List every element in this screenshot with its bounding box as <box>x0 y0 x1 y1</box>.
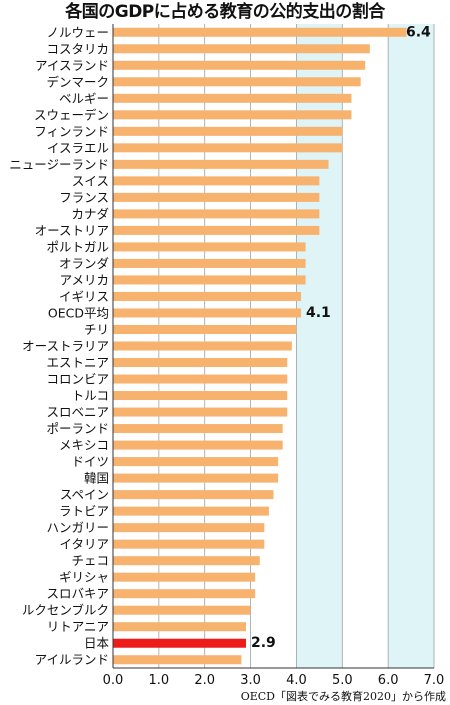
category-label-30: ハンガリー <box>46 520 109 535</box>
bar-29 <box>113 506 269 516</box>
bar-27 <box>113 473 279 483</box>
bar-16 <box>113 291 302 301</box>
bar-4 <box>113 93 352 103</box>
bar-3 <box>113 77 361 87</box>
bar-14 <box>113 258 306 268</box>
x-tick-label-5: 5.0 <box>332 673 353 688</box>
bar-22 <box>113 391 288 401</box>
category-label-27: 韓国 <box>84 471 109 486</box>
bar-13 <box>113 242 306 252</box>
category-label-38: アイルランド <box>35 652 109 667</box>
category-label-34: スロバキア <box>46 586 109 601</box>
category-label-0: ノルウェー <box>46 25 109 40</box>
category-label-3: デンマーク <box>46 74 109 89</box>
source-note: OECD「図表でみる教育2020」から作成 <box>240 690 446 703</box>
category-label-14: オランダ <box>59 256 109 271</box>
category-label-29: ラトビア <box>59 504 109 519</box>
category-label-13: ポルトガル <box>46 239 109 254</box>
bar-23 <box>113 407 288 417</box>
bar-7 <box>113 143 343 153</box>
category-label-22: トルコ <box>72 388 109 403</box>
data-label-1: 4.1 <box>306 305 331 321</box>
category-label-17: OECD平均 <box>48 305 109 320</box>
bar-8 <box>113 159 329 169</box>
bar-21 <box>113 374 288 384</box>
category-label-4: ベルギー <box>59 91 109 106</box>
category-label-21: コロンビア <box>46 372 109 387</box>
bar-31 <box>113 539 265 549</box>
bar-34 <box>113 589 256 599</box>
category-label-35: ルクセンブルク <box>22 603 109 618</box>
bar-11 <box>113 209 320 219</box>
category-label-12: オーストリア <box>35 223 109 238</box>
category-label-24: ポーランド <box>46 421 109 436</box>
bar-38 <box>113 655 242 665</box>
bar-35 <box>113 605 251 615</box>
x-tick-label-1: 1.0 <box>149 673 170 688</box>
bar-19 <box>113 341 292 351</box>
bar-26 <box>113 457 279 467</box>
bar-37 <box>113 638 246 648</box>
category-label-8: ニュージーランド <box>9 157 109 172</box>
bar-1 <box>113 44 370 54</box>
category-label-20: エストニア <box>46 355 109 370</box>
category-label-31: イタリア <box>59 537 109 552</box>
category-label-11: カナダ <box>71 206 109 221</box>
x-tick-label-4: 4.0 <box>286 673 307 688</box>
bar-24 <box>113 424 283 434</box>
category-label-32: チェコ <box>71 553 109 568</box>
bar-18 <box>113 324 297 334</box>
category-label-33: ギリシャ <box>59 570 109 585</box>
x-tick-label-6: 6.0 <box>378 673 399 688</box>
category-label-18: チリ <box>84 322 109 337</box>
category-label-2: アイスランド <box>35 58 109 73</box>
category-label-1: コスタリカ <box>46 41 109 56</box>
shaded-band-0 <box>296 24 343 668</box>
bar-15 <box>113 275 306 285</box>
x-tick-label-7: 7.0 <box>424 673 445 688</box>
bar-12 <box>113 225 320 235</box>
shaded-band-1 <box>388 24 434 668</box>
category-label-37: 日本 <box>84 636 110 651</box>
category-label-16: イギリス <box>59 289 109 304</box>
category-label-26: ドイツ <box>71 454 109 469</box>
category-label-15: アメリカ <box>60 272 109 287</box>
data-label-2: 2.9 <box>251 635 276 651</box>
category-label-19: オーストラリア <box>22 339 109 354</box>
bar-28 <box>113 490 274 500</box>
category-label-36: リトアニア <box>47 619 109 634</box>
bar-17 <box>113 308 302 318</box>
chart-title: 各国のGDPに占める教育の公的支出の割合 <box>65 2 385 22</box>
bar-32 <box>113 556 260 566</box>
x-tick-label-3: 3.0 <box>240 673 261 688</box>
category-label-6: フィンランド <box>34 124 109 139</box>
category-label-28: スペイン <box>60 487 109 502</box>
bar-2 <box>113 60 366 70</box>
data-label-0: 6.4 <box>406 24 431 40</box>
category-label-10: フランス <box>59 190 109 205</box>
bar-25 <box>113 440 283 450</box>
bar-0 <box>113 27 407 37</box>
bar-36 <box>113 622 246 632</box>
bar-6 <box>113 126 343 136</box>
bar-5 <box>113 110 352 120</box>
category-label-25: メキシコ <box>59 438 109 453</box>
bar-33 <box>113 572 256 582</box>
category-label-9: スイス <box>72 173 109 188</box>
x-tick-label-0: 0.0 <box>103 673 124 688</box>
category-label-5: スウェーデン <box>34 107 109 122</box>
category-label-23: スロベニア <box>46 405 109 420</box>
bar-30 <box>113 523 265 533</box>
bar-9 <box>113 176 320 186</box>
bar-10 <box>113 192 320 202</box>
bar-20 <box>113 358 288 368</box>
x-tick-label-2: 2.0 <box>194 673 215 688</box>
category-label-7: イスラエル <box>47 140 109 155</box>
